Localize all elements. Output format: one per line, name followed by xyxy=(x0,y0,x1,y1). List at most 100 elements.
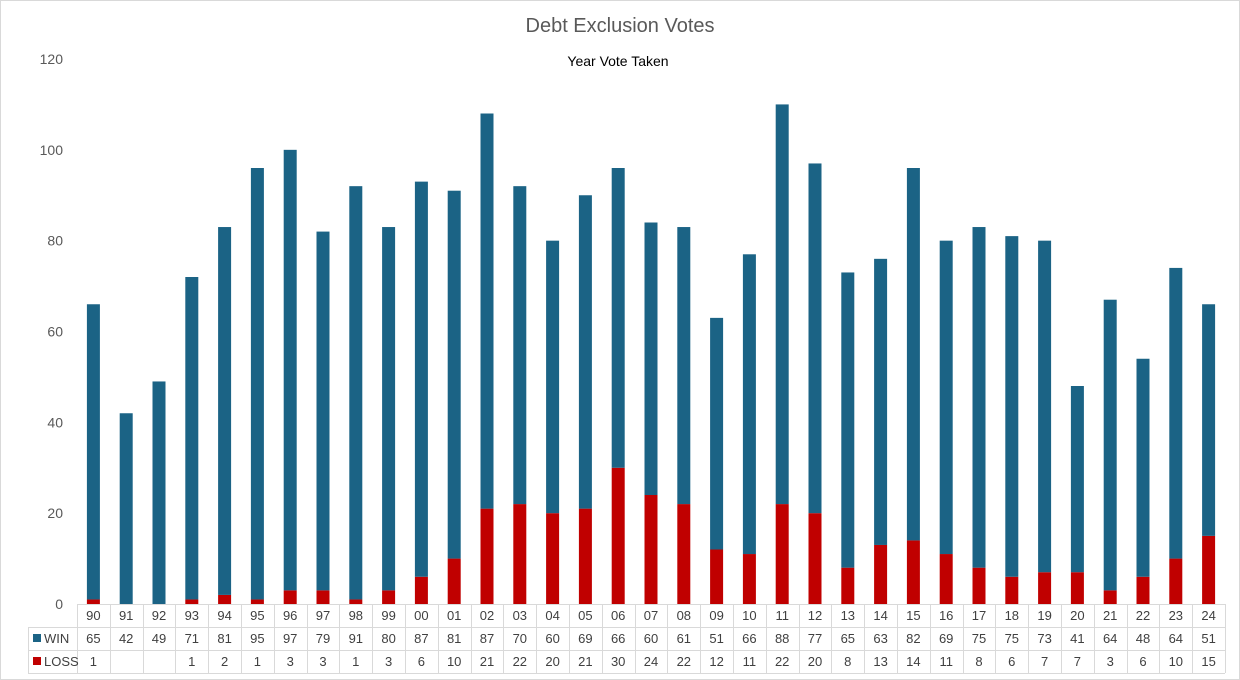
bar-loss xyxy=(250,599,264,604)
bar-win xyxy=(283,149,297,591)
bar-win xyxy=(447,190,461,559)
bar-loss xyxy=(1038,572,1052,604)
table-cell-loss: 14 xyxy=(906,654,920,669)
bar-loss xyxy=(677,504,691,604)
bar-win xyxy=(218,227,232,595)
table-cell-win: 66 xyxy=(742,631,756,646)
table-cell-loss: 1 xyxy=(254,654,261,669)
bar-loss xyxy=(283,590,297,604)
table-cell-loss: 1 xyxy=(90,654,97,669)
legend-key-loss xyxy=(33,657,41,665)
bar-loss xyxy=(1202,535,1216,604)
bar-loss xyxy=(1005,576,1019,604)
bar-loss xyxy=(1136,576,1150,604)
bar-win xyxy=(349,186,363,600)
x-tick-label: 93 xyxy=(185,608,199,623)
legend-label-loss: LOSS xyxy=(44,654,79,669)
table-cell-loss: 21 xyxy=(578,654,592,669)
x-tick-label: 21 xyxy=(1103,608,1117,623)
bar-loss xyxy=(513,504,527,604)
x-tick-label: 12 xyxy=(808,608,822,623)
x-tick-label: 07 xyxy=(644,608,658,623)
bar-loss xyxy=(382,590,396,604)
bar-win xyxy=(1103,299,1117,591)
table-cell-loss: 6 xyxy=(1139,654,1146,669)
bar-loss xyxy=(611,467,625,604)
x-tick-label: 96 xyxy=(283,608,297,623)
x-tick-label: 94 xyxy=(217,608,231,623)
x-tick-label: 10 xyxy=(742,608,756,623)
bar-loss xyxy=(644,495,658,604)
table-cell-loss: 7 xyxy=(1041,654,1048,669)
bar-win xyxy=(677,227,691,505)
table-cell-win: 80 xyxy=(381,631,395,646)
table-cell-win: 64 xyxy=(1169,631,1183,646)
table-cell-loss: 1 xyxy=(352,654,359,669)
bar-win xyxy=(644,222,658,495)
table-cell-win: 71 xyxy=(185,631,199,646)
x-tick-label: 24 xyxy=(1201,608,1215,623)
bar-loss xyxy=(546,513,560,604)
bar-win xyxy=(742,254,756,555)
data-table: 90 91 92 93 94 95 96 97 98 99 00 01 02 03 04 05 06 07 08 09… xyxy=(28,604,1226,674)
bar-win xyxy=(808,163,822,514)
bar-win xyxy=(119,413,133,604)
table-cell-win: 87 xyxy=(480,631,494,646)
bar-loss xyxy=(775,504,789,604)
bar-win xyxy=(1070,386,1084,573)
table-cell-win: 75 xyxy=(1005,631,1019,646)
table-cell-win: 97 xyxy=(283,631,297,646)
bar-loss xyxy=(808,513,822,604)
bar-win xyxy=(1038,240,1052,573)
x-tick-label: 02 xyxy=(480,608,494,623)
x-tick-label: 17 xyxy=(972,608,986,623)
bar-loss xyxy=(349,599,363,604)
bar-loss xyxy=(480,508,494,604)
bar-win xyxy=(775,104,789,505)
table-cell-win: 48 xyxy=(1136,631,1150,646)
table-cell-loss: 1 xyxy=(188,654,195,669)
table-cell-loss: 24 xyxy=(644,654,658,669)
bar-win xyxy=(152,381,166,604)
x-tick-label: 08 xyxy=(677,608,691,623)
table-cell-loss: 22 xyxy=(775,654,789,669)
x-tick-label: 05 xyxy=(578,608,592,623)
table-cell-loss: 10 xyxy=(1169,654,1183,669)
table-cell-win: 69 xyxy=(578,631,592,646)
table-cell-loss: 2 xyxy=(221,654,228,669)
bar-win xyxy=(939,240,953,555)
table-cell-win: 51 xyxy=(709,631,723,646)
table-cell-win: 65 xyxy=(841,631,855,646)
bar-win xyxy=(185,277,199,600)
x-tick-label: 06 xyxy=(611,608,625,623)
bar-loss xyxy=(86,599,100,604)
table-cell-win: 49 xyxy=(152,631,166,646)
table-cell-loss: 6 xyxy=(1008,654,1015,669)
bar-win xyxy=(1169,267,1183,559)
bar-loss xyxy=(218,594,232,604)
legend-label-win: WIN xyxy=(44,631,69,646)
bar-win xyxy=(546,240,560,514)
table-cell-loss: 11 xyxy=(743,654,757,669)
table-cell-loss: 22 xyxy=(677,654,691,669)
bar-loss xyxy=(185,599,199,604)
x-tick-label: 19 xyxy=(1037,608,1051,623)
table-cell-win: 73 xyxy=(1037,631,1051,646)
table-cell-win: 77 xyxy=(808,631,822,646)
bar-win xyxy=(382,227,396,591)
x-tick-label: 98 xyxy=(349,608,363,623)
bar-loss xyxy=(874,544,888,604)
bar-loss xyxy=(414,576,428,604)
table-cell-loss: 12 xyxy=(709,654,723,669)
bar-loss xyxy=(906,540,920,604)
bar-win xyxy=(1202,304,1216,536)
table-cell-win: 79 xyxy=(316,631,330,646)
bar-loss xyxy=(1103,590,1117,604)
x-tick-label: 01 xyxy=(447,608,461,623)
x-tick-label: 91 xyxy=(119,608,133,623)
x-tick-label: 04 xyxy=(545,608,559,623)
x-tick-label: 00 xyxy=(414,608,428,623)
table-cell-loss: 3 xyxy=(385,654,392,669)
table-cell-win: 60 xyxy=(545,631,559,646)
table-cell-loss: 8 xyxy=(975,654,982,669)
